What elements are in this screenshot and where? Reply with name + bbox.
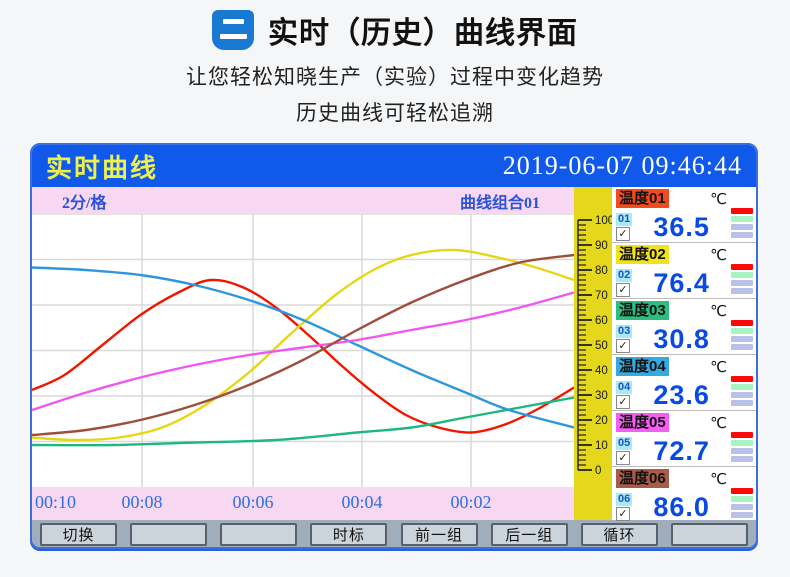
svg-text:100: 100 [595,215,612,227]
blank-button-3[interactable] [670,523,748,546]
time-tick-label: 00:04 [341,492,383,512]
channel-checkbox[interactable]: ✓ [616,507,630,521]
channel-number-badge: 03 [616,325,633,338]
svg-text:80: 80 [595,265,608,277]
svg-text:40: 40 [595,365,608,377]
chart-header-bar: 2分/格 曲线组合01 [32,187,574,214]
trend-curve-温度05 [32,291,574,412]
alarm-indicator [731,208,753,241]
trend-curve-温度02 [32,248,574,442]
alarm-indicator [731,488,753,521]
channel-unit: ℃ [710,302,727,320]
channel-value: 23.6 [653,380,710,410]
channel-number-badge: 02 [616,269,633,282]
channel-label: 温度04 [616,357,669,376]
trend-curve-温度01 [32,278,574,434]
time-tick-label: 00:10 [35,492,77,512]
blank-button-2[interactable] [220,523,298,546]
trend-curve-温度03 [32,396,574,447]
page-subtitle-2: 历史曲线可轻松追溯 [296,102,494,125]
trend-curve-温度04 [32,266,574,429]
screen-datetime: 2019-06-07 09:46:44 [502,151,742,180]
channel-unit: ℃ [710,246,727,264]
cycle-button[interactable]: 循环 [580,523,658,546]
channel-checkbox[interactable]: ✓ [616,283,630,297]
channel-label: 温度03 [616,301,669,320]
screen-title: 实时曲线 [46,153,159,183]
prev-group-button[interactable]: 前一组 [400,523,478,546]
time-scale-button[interactable]: 时标 [310,523,388,546]
channel-value: 72.7 [653,436,710,466]
svg-text:20: 20 [595,415,608,427]
time-tick-label: 00:08 [121,492,163,512]
channel-number-badge: 06 [616,493,633,506]
channel-row-01: 温度01 ℃ 01 ✓ 36.5 [612,187,756,243]
time-axis-bar: 00:10 00:08 00:06 00:04 00:02 [32,487,574,520]
channel-unit: ℃ [710,190,727,208]
channel-label: 温度06 [616,469,669,488]
channel-unit: ℃ [710,358,727,376]
svg-text:10: 10 [595,440,608,452]
channel-row-03: 温度03 ℃ 03 ✓ 30.8 [612,299,756,355]
channel-checkbox[interactable]: ✓ [616,339,630,353]
svg-text:0: 0 [595,465,601,477]
channel-value: 30.8 [653,324,710,354]
recorder-screen-panel: 实时曲线 2019-06-07 09:46:44 2分/格 曲线组合01 00:… [30,143,758,549]
next-group-button[interactable]: 后一组 [490,523,568,546]
channel-row-04: 温度04 ℃ 04 ✓ 23.6 [612,355,756,411]
channel-number-badge: 04 [616,381,633,394]
marketing-header: 实时（历史）曲线界面 让您轻松知晓生产（实验）过程中变化趋势 历史曲线可轻松追溯 [0,0,790,127]
soft-key-bar: 切换 时标 前一组 后一组 循环 [32,520,756,547]
channel-value: 36.5 [653,212,710,242]
channel-label: 温度01 [616,189,669,208]
alarm-indicator [731,264,753,297]
page-title: 实时（历史）曲线界面 [268,17,578,50]
trend-curves-svg [32,214,574,487]
svg-text:50: 50 [595,340,608,352]
time-tick-label: 00:02 [450,492,492,512]
two-bars-logo-icon [212,10,254,50]
page-subtitle-1: 让您轻松知晓生产（实验）过程中变化趋势 [186,66,604,89]
curve-group-label[interactable]: 曲线组合01 [459,194,540,212]
svg-text:30: 30 [595,390,608,402]
trend-plot [32,214,574,487]
channel-checkbox[interactable]: ✓ [616,227,630,241]
channel-unit: ℃ [710,470,727,488]
channel-row-02: 温度02 ℃ 02 ✓ 76.4 [612,243,756,299]
channel-value: 76.4 [653,268,710,298]
alarm-indicator [731,432,753,465]
time-tick-label: 00:06 [232,492,274,512]
trend-chart-area: 2分/格 曲线组合01 00:10 00:08 00:06 00:04 00:0… [32,187,574,520]
switch-button[interactable]: 切换 [40,523,117,546]
channel-checkbox[interactable]: ✓ [616,395,630,409]
channel-label: 温度05 [616,413,669,432]
svg-text:70: 70 [595,290,608,302]
alarm-indicator [731,320,753,353]
time-per-div-label: 2分/格 [62,194,107,212]
svg-text:60: 60 [595,315,608,327]
channel-row-05: 温度05 ℃ 05 ✓ 72.7 [612,411,756,467]
alarm-indicator [731,376,753,409]
value-ruler: 0 10 20 30 40 50 60 70 80 90 100 [574,187,614,520]
channel-list: 温度01 ℃ 01 ✓ 36.5 温度02 ℃ [612,187,756,522]
blank-button-1[interactable] [130,523,208,546]
channel-number-badge: 01 [616,213,633,226]
channel-unit: ℃ [710,414,727,432]
channel-value: 86.0 [653,492,710,522]
channel-row-06: 温度06 ℃ 06 ✓ 86.0 [612,467,756,522]
channel-checkbox[interactable]: ✓ [616,451,630,465]
channel-label: 温度02 [616,245,669,264]
trend-curve-温度06 [32,253,574,437]
channel-number-badge: 05 [616,437,633,450]
svg-text:90: 90 [595,240,608,252]
screen-titlebar: 实时曲线 2019-06-07 09:46:44 [32,145,756,187]
